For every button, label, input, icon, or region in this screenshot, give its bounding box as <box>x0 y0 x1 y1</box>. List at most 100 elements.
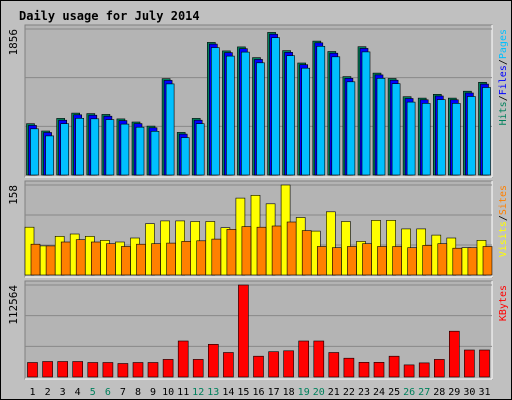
bar-pages-day-20 <box>316 45 326 176</box>
panel-3: 112564 KBytes <box>7 280 509 380</box>
bar-sites-day-14 <box>226 229 237 276</box>
bar-kbytes-day-21 <box>328 352 340 378</box>
bar-sites-day-13 <box>211 238 222 276</box>
chart-title: Daily usage for July 2014 <box>19 9 200 23</box>
bar-pages-day-25 <box>391 83 401 176</box>
bar-pages-day-13 <box>211 47 220 176</box>
bar-sites-day-31 <box>482 246 493 276</box>
x-tick-label: 19 <box>298 387 310 398</box>
bar-sites-day-1 <box>30 243 41 276</box>
bar-kbytes-day-17 <box>268 351 279 378</box>
bar-kbytes-day-28 <box>433 359 445 378</box>
bar-kbytes-day-11 <box>177 340 189 378</box>
bar-kbytes-day-25 <box>388 355 400 378</box>
x-tick-label: 13 <box>207 387 219 398</box>
x-tick-label: 22 <box>343 387 355 398</box>
x-tick-label: 20 <box>313 387 325 398</box>
bar-pages-day-7 <box>120 123 130 176</box>
bar-kbytes-day-9 <box>147 362 159 378</box>
bar-kbytes-day-16 <box>253 355 264 378</box>
legend-entry: Visits <box>498 221 509 257</box>
bar-kbytes-day-5 <box>87 362 99 378</box>
bar-sites-day-3 <box>60 241 71 276</box>
bar-sites-day-28 <box>437 243 448 276</box>
bar-kbytes-day-6 <box>102 362 114 378</box>
x-tick-label: 24 <box>373 387 385 398</box>
legend: KBytes <box>498 285 509 321</box>
bar-sites-day-30 <box>467 247 478 276</box>
bar-kbytes-day-30 <box>464 349 475 378</box>
x-tick-label: 2 <box>45 387 51 398</box>
bar-kbytes-day-15 <box>238 284 249 378</box>
x-axis-labels: 1 2 3 4 5 6 7 8 9 10 11 12 13 14 15 16 17 18 19 20 21 22 23 24 2… <box>29 387 490 398</box>
x-tick-label: 31 <box>478 387 490 398</box>
bar-kbytes-day-14 <box>223 352 234 378</box>
bar-pages-day-24 <box>376 78 386 176</box>
legend-entry: Sites <box>498 185 509 215</box>
x-tick-label: 27 <box>418 387 430 398</box>
x-tick-label: 30 <box>463 387 475 398</box>
bar-sites-day-25 <box>392 246 402 276</box>
bar-pages-day-3 <box>60 123 70 176</box>
bar-kbytes-day-2 <box>42 361 53 378</box>
bar-sites-day-8 <box>136 243 146 276</box>
panel-2: 158 Visits/Sites <box>7 180 509 278</box>
bar-pages-day-10 <box>165 83 175 176</box>
bar-pages-day-17 <box>271 37 280 176</box>
bar-kbytes-day-10 <box>162 359 174 378</box>
bar-kbytes-day-12 <box>192 359 204 378</box>
panel-1: 1856 Hits/Files/Pages <box>7 24 509 178</box>
bar-sites-day-2 <box>45 245 56 276</box>
bar-kbytes-day-20 <box>313 340 325 378</box>
y-max-label: 1856 <box>7 29 20 56</box>
bar-pages-day-2 <box>45 135 54 176</box>
x-tick-label: 11 <box>177 387 189 398</box>
bar-sites-day-11 <box>181 241 191 276</box>
bar-kbytes-day-26 <box>403 364 415 378</box>
x-tick-label: 4 <box>75 387 81 398</box>
bar-sites-day-15 <box>241 226 252 276</box>
bar-sites-day-4 <box>75 239 86 276</box>
bar-kbytes-day-31 <box>479 349 490 378</box>
bar-sites-day-21 <box>331 247 342 276</box>
bar-kbytes-day-8 <box>132 362 144 378</box>
x-tick-label: 8 <box>135 387 141 398</box>
bar-pages-day-19 <box>301 67 311 176</box>
bar-pages-day-12 <box>195 123 205 176</box>
legend-entry: / <box>498 215 509 221</box>
x-tick-label: 25 <box>388 387 400 398</box>
y-max-label: 158 <box>7 185 20 205</box>
bar-sites-day-19 <box>301 230 312 276</box>
bar-pages-day-21 <box>331 56 341 176</box>
bar-pages-day-27 <box>421 103 431 176</box>
x-tick-label: 28 <box>433 387 445 398</box>
bar-sites-day-12 <box>196 240 206 276</box>
bar-kbytes-day-13 <box>208 343 219 378</box>
x-tick-label: 10 <box>162 387 174 398</box>
bar-kbytes-day-29 <box>448 330 460 378</box>
x-tick-label: 26 <box>403 387 415 398</box>
bar-sites-day-17 <box>271 225 282 276</box>
bar-pages-day-1 <box>30 128 39 176</box>
bar-pages-day-18 <box>286 55 295 176</box>
legend: Hits/Files/Pages <box>498 29 509 125</box>
bar-sites-day-16 <box>256 226 267 276</box>
bar-kbytes-day-3 <box>57 361 69 378</box>
legend-entry: Files <box>498 65 509 95</box>
x-tick-label: 1 <box>29 387 35 398</box>
legend-entry: Pages <box>498 29 509 59</box>
bar-pages-day-26 <box>406 101 416 176</box>
x-tick-label: 21 <box>328 387 340 398</box>
bar-pages-day-5 <box>90 118 100 176</box>
x-tick-label: 6 <box>105 387 111 398</box>
x-tick-label: 15 <box>237 387 249 398</box>
bar-sites-day-6 <box>106 243 116 276</box>
series-pages <box>30 37 491 176</box>
bar-pages-day-31 <box>482 87 491 176</box>
bar-kbytes-day-18 <box>283 350 294 378</box>
bar-kbytes-day-22 <box>343 357 355 378</box>
bar-sites-day-24 <box>377 246 387 276</box>
x-tick-label: 16 <box>252 387 264 398</box>
